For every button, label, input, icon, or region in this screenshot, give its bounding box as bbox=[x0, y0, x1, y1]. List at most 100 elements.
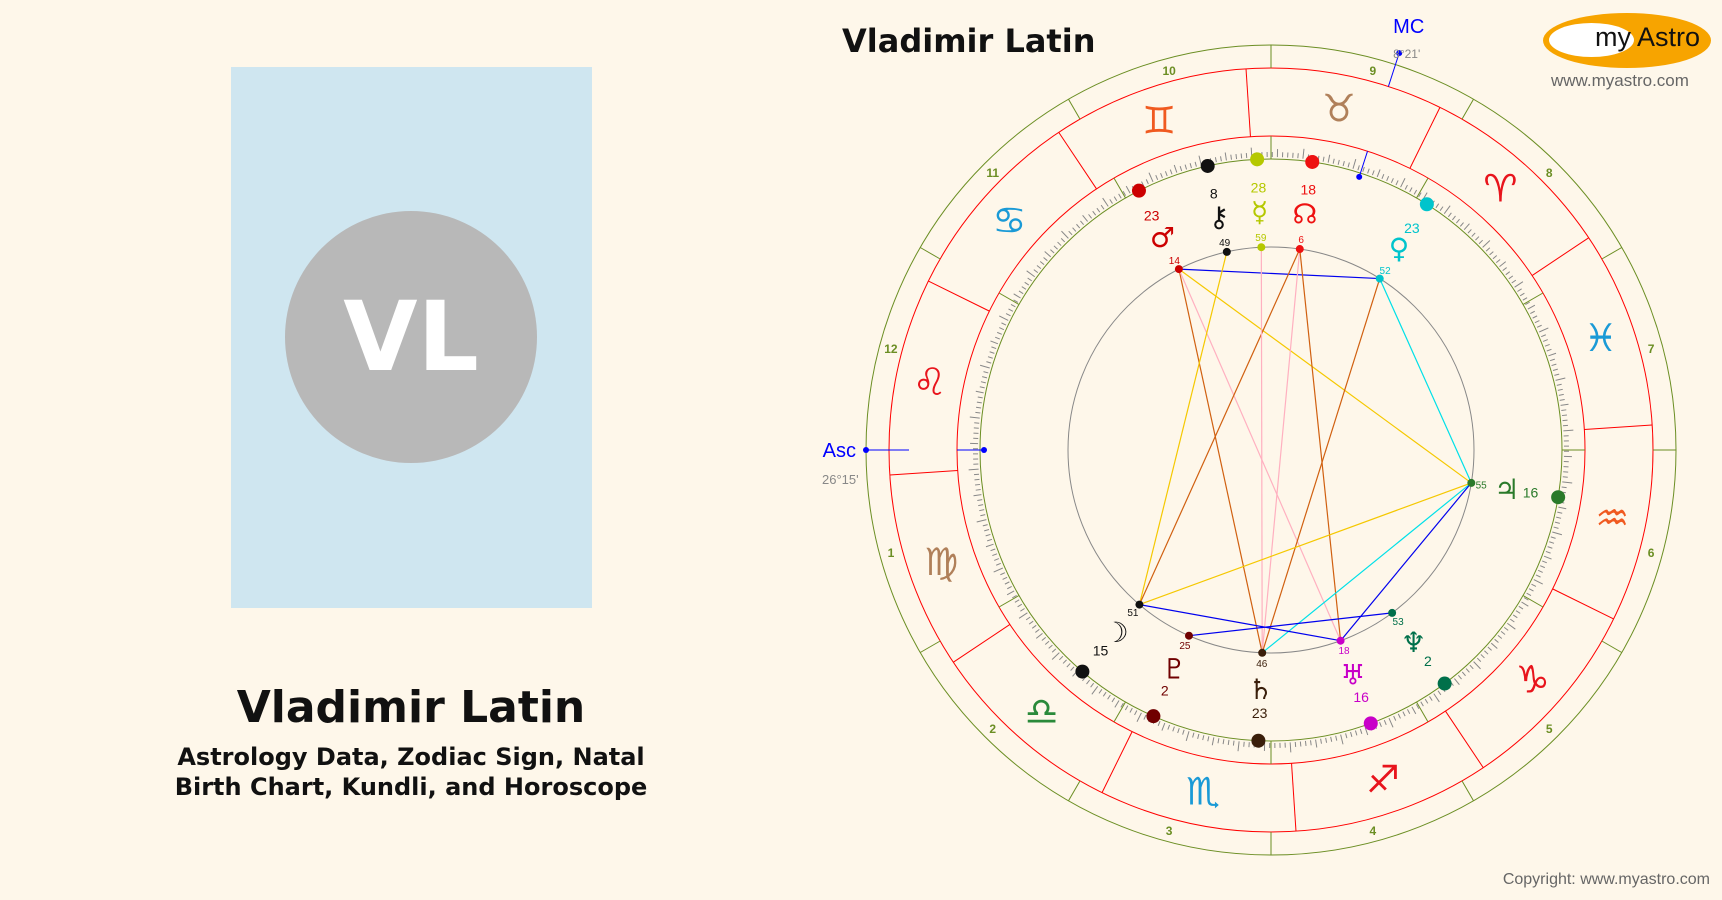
degree-tick bbox=[1475, 236, 1480, 241]
aspect-line-quincunx bbox=[1138, 248, 1301, 605]
degree-tick bbox=[1545, 550, 1551, 554]
degree-tick bbox=[1467, 229, 1472, 234]
degree-tick bbox=[1457, 674, 1462, 680]
degree-tick bbox=[1014, 599, 1020, 603]
degree-tick bbox=[1362, 166, 1365, 172]
degree-tick bbox=[1503, 626, 1509, 631]
aspect-circle bbox=[1067, 246, 1475, 654]
degree-tick bbox=[1537, 569, 1543, 573]
logo-url[interactable]: www.myastro.com bbox=[1551, 71, 1689, 90]
degree-tick bbox=[976, 519, 987, 523]
house-number-4: 4 bbox=[1370, 824, 1377, 838]
degree-tick bbox=[1004, 581, 1010, 585]
degree-tick bbox=[1202, 735, 1205, 741]
degree-tick bbox=[1556, 516, 1562, 519]
degree-tick bbox=[1072, 227, 1077, 232]
degree-tick bbox=[1169, 169, 1173, 175]
degree-tick bbox=[1561, 486, 1567, 489]
degree-tick bbox=[1025, 616, 1031, 621]
degree-tick bbox=[1500, 631, 1506, 635]
mars-position-dot bbox=[1131, 183, 1146, 198]
degree-tick bbox=[1563, 429, 1574, 432]
degree-tick bbox=[1352, 158, 1357, 169]
degree-tick bbox=[990, 548, 996, 552]
aspect-line-square bbox=[1379, 278, 1472, 484]
house-cusp-tick bbox=[1416, 177, 1429, 199]
degree-tick bbox=[986, 361, 992, 364]
degree-tick bbox=[997, 331, 1002, 335]
degree-tick bbox=[1406, 709, 1411, 714]
neptune-icon: ♆︎ bbox=[1401, 626, 1426, 659]
degree-tick bbox=[969, 416, 980, 419]
degree-tick bbox=[980, 381, 986, 384]
degree-tick bbox=[1452, 215, 1456, 221]
degree-tick bbox=[1066, 663, 1071, 668]
degree-tick bbox=[1059, 655, 1064, 661]
north-node-degree: 18 bbox=[1300, 182, 1316, 198]
degree-tick bbox=[983, 371, 989, 374]
degree-tick bbox=[1525, 301, 1530, 306]
degree-tick bbox=[1096, 207, 1101, 213]
north-node-position-dot bbox=[1305, 154, 1320, 169]
zodiac-sign-aquarius-icon: ♒︎ bbox=[1595, 496, 1629, 540]
house-number-1: 1 bbox=[888, 546, 895, 560]
house-cusp-line bbox=[1068, 99, 1081, 120]
degree-tick bbox=[1415, 704, 1420, 709]
degree-tick bbox=[1001, 322, 1007, 326]
degree-tick bbox=[1100, 204, 1105, 210]
degree-tick bbox=[989, 351, 995, 354]
degree-tick bbox=[1557, 511, 1563, 514]
degree-tick bbox=[1155, 174, 1159, 180]
degree-tick bbox=[1167, 724, 1171, 730]
degree-tick bbox=[1062, 659, 1067, 664]
house-number-6: 6 bbox=[1648, 546, 1655, 560]
degree-tick bbox=[1473, 661, 1481, 670]
mars-minutes: 14 bbox=[1169, 256, 1181, 267]
degree-tick bbox=[1517, 288, 1522, 292]
degree-tick bbox=[1320, 738, 1322, 744]
degree-tick bbox=[987, 538, 993, 542]
degree-tick bbox=[1492, 255, 1498, 260]
house-cusp-line bbox=[920, 247, 941, 260]
degree-tick bbox=[1558, 506, 1567, 510]
neptune-aspect-dot bbox=[1388, 608, 1397, 617]
mc-dot bbox=[1396, 50, 1403, 57]
degree-tick bbox=[1561, 409, 1567, 411]
subtitle-line-1: Astrology Data, Zodiac Sign, Natal bbox=[177, 743, 645, 771]
house-number-8: 8 bbox=[1546, 166, 1553, 180]
jupiter-aspect-dot bbox=[1467, 478, 1476, 487]
degree-tick bbox=[1518, 605, 1524, 610]
zodiac-sign-cancer-icon: ♋︎ bbox=[992, 199, 1026, 243]
degree-tick bbox=[1330, 736, 1333, 742]
degree-tick bbox=[975, 411, 981, 414]
aspect-line-sextile bbox=[1340, 482, 1472, 642]
degree-tick bbox=[1447, 212, 1452, 218]
pluto-aspect-dot bbox=[1184, 631, 1193, 640]
uranus-aspect-dot bbox=[1336, 636, 1345, 645]
aspect-line-sextile bbox=[1188, 612, 1393, 637]
myastro-logo[interactable]: my Astro bbox=[1543, 13, 1711, 68]
degree-tick bbox=[1091, 685, 1099, 695]
house-number-11: 11 bbox=[986, 166, 999, 180]
degree-tick bbox=[1536, 324, 1542, 328]
degree-tick bbox=[1367, 168, 1370, 174]
profile-name: Vladimir Latin bbox=[236, 682, 586, 733]
house-number-5: 5 bbox=[1546, 722, 1553, 736]
neptune-position-dot bbox=[1437, 676, 1452, 691]
degree-tick bbox=[1102, 197, 1109, 207]
degree-tick bbox=[1134, 710, 1138, 716]
degree-tick bbox=[1549, 358, 1555, 362]
degree-tick bbox=[975, 390, 984, 394]
mercury-degree: 28 bbox=[1251, 179, 1267, 195]
house-cusp-line bbox=[1068, 780, 1081, 801]
degree-tick bbox=[1028, 620, 1034, 625]
sign-boundary-line bbox=[1445, 710, 1484, 768]
saturn-aspect-dot bbox=[1258, 648, 1267, 657]
degree-tick bbox=[1484, 650, 1489, 655]
degree-tick bbox=[975, 489, 981, 491]
venus-icon: ♀︎ bbox=[1389, 232, 1410, 265]
degree-tick bbox=[1302, 148, 1305, 159]
degree-tick bbox=[1508, 275, 1514, 280]
degree-tick bbox=[987, 356, 993, 359]
aspect-line-sextile bbox=[1139, 604, 1341, 642]
